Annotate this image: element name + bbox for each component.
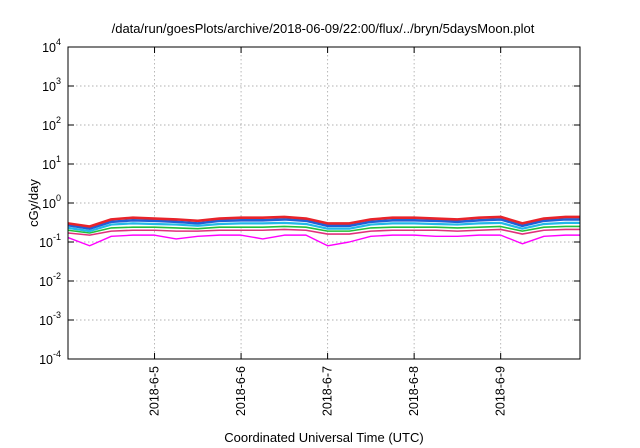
x-tick-label: 2018-6-8 xyxy=(407,366,421,416)
series-line xyxy=(67,225,580,234)
y-tick-label: 10-3 xyxy=(39,310,61,328)
series-group xyxy=(67,215,580,247)
axis-ticks xyxy=(68,46,580,360)
y-tick-label: 10-1 xyxy=(39,232,61,250)
x-tick-labels: 2018-6-5 2018-6-6 2018-6-7 2018-6-8 2018-6-9 xyxy=(148,366,508,416)
chart-title: /data/run/goesPlots/archive/2018-06-09/2… xyxy=(112,21,535,36)
series-line xyxy=(67,221,580,233)
y-axis-label: cGy/day xyxy=(26,179,41,227)
y-tick-label: 101 xyxy=(42,154,61,172)
series-line xyxy=(67,234,580,247)
series-line xyxy=(67,215,580,228)
series-line xyxy=(67,218,580,230)
x-tick-label: 2018-6-9 xyxy=(494,366,508,416)
series-line xyxy=(67,228,580,236)
x-tick-label: 2018-6-6 xyxy=(234,366,248,416)
y-tick-label: 103 xyxy=(42,76,61,94)
y-tick-label: 10-2 xyxy=(39,271,61,289)
y-tick-labels: 10-4 10-3 10-2 10-1 100 101 102 103 104 xyxy=(39,37,61,367)
x-tick-label: 2018-6-7 xyxy=(321,366,335,416)
x-tick-label: 2018-6-5 xyxy=(148,366,162,416)
y-tick-label: 104 xyxy=(42,37,61,55)
y-tick-label: 10-4 xyxy=(39,349,61,367)
y-tick-label: 100 xyxy=(42,193,61,211)
x-axis-label: Coordinated Universal Time (UTC) xyxy=(224,430,423,445)
y-tick-label: 102 xyxy=(42,115,61,133)
grid xyxy=(68,47,580,359)
